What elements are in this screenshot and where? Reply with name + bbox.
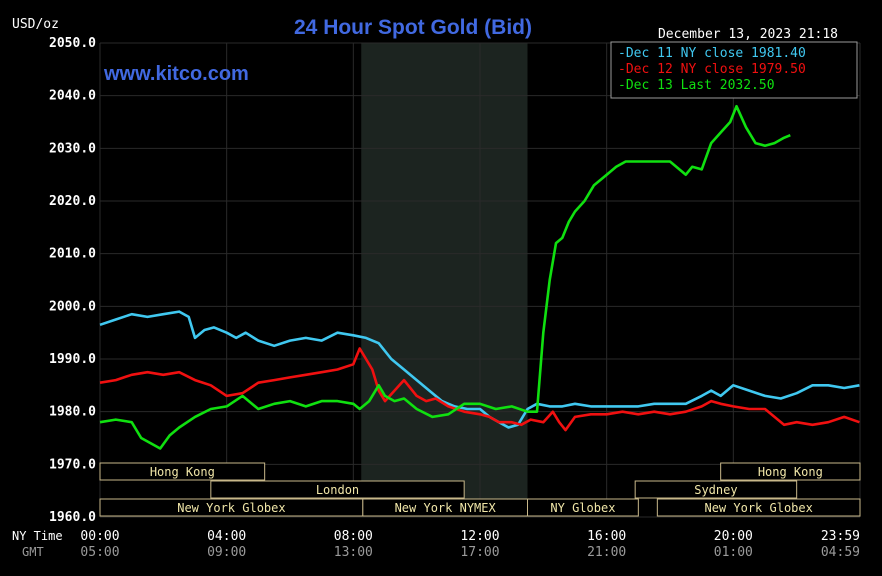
session-band-label: New York Globex bbox=[704, 501, 812, 515]
session-band: New York Globex bbox=[656, 498, 861, 517]
session-band: London bbox=[210, 480, 465, 499]
session-band-box bbox=[720, 462, 861, 481]
series-line-1 bbox=[99, 310, 860, 429]
y-tick-label: 1960.0 bbox=[49, 510, 96, 525]
x-tick-label-ny: 04:00 bbox=[207, 529, 246, 544]
x-tick-label-ny: 00:00 bbox=[80, 529, 119, 544]
y-tick-label: 2010.0 bbox=[49, 247, 96, 262]
legend: -Dec 11 NY close 1981.40-Dec 12 NY close… bbox=[618, 46, 806, 93]
session-band: New York NYMEX bbox=[362, 498, 529, 517]
session-band-box bbox=[527, 498, 639, 517]
x-tick-label-gmt: 01:00 bbox=[714, 545, 753, 560]
session-band-label: Sydney bbox=[694, 483, 737, 497]
y-tick-label: 1980.0 bbox=[49, 405, 96, 420]
session-band: Hong Kong bbox=[720, 462, 861, 481]
y-tick-label: 2020.0 bbox=[49, 194, 96, 209]
session-band-label: London bbox=[316, 483, 359, 497]
series-line-2 bbox=[99, 347, 860, 432]
shaded-region bbox=[361, 43, 528, 517]
y-tick-label: 2030.0 bbox=[49, 141, 96, 156]
x-tick-label-gmt: 17:00 bbox=[460, 545, 499, 560]
ny-time-axis-label: NY Time bbox=[12, 529, 63, 543]
session-band-label: NY Globex bbox=[550, 501, 615, 515]
gmt-axis-label: GMT bbox=[22, 545, 44, 559]
legend-entry-3: -Dec 13 Last 2032.50 bbox=[618, 78, 775, 93]
y-tick-label: 1990.0 bbox=[49, 352, 96, 367]
x-tick-label-ny: 08:00 bbox=[334, 529, 373, 544]
session-band: New York Globex bbox=[99, 498, 364, 517]
x-tick-label-gmt: 04:59 bbox=[821, 545, 860, 560]
nymex-shaded-region bbox=[361, 43, 528, 517]
x-tick-label-ny: 12:00 bbox=[460, 529, 499, 544]
legend-entry-1: -Dec 11 NY close 1981.40 bbox=[618, 46, 806, 61]
session-band-label: New York NYMEX bbox=[395, 501, 497, 515]
session-band: Hong Kong bbox=[99, 462, 266, 481]
x-tick-label-gmt: 09:00 bbox=[207, 545, 246, 560]
x-tick-label-gmt: 05:00 bbox=[80, 545, 119, 560]
series-line-3 bbox=[99, 104, 791, 450]
session-band-box bbox=[634, 480, 798, 499]
session-band-label: Hong Kong bbox=[150, 465, 215, 479]
legend-entry-2: -Dec 12 NY close 1979.50 bbox=[618, 62, 806, 77]
x-tick-label-ny: 23:59 bbox=[821, 529, 860, 544]
x-tick-label-ny: 20:00 bbox=[714, 529, 753, 544]
session-band-label: New York Globex bbox=[177, 501, 285, 515]
session-band-box bbox=[210, 480, 465, 499]
y-tick-label: 2000.0 bbox=[49, 299, 96, 314]
x-tick-label-ny: 16:00 bbox=[587, 529, 626, 544]
session-band-box bbox=[99, 462, 266, 481]
legend-box bbox=[610, 41, 858, 99]
y-tick-label: 2040.0 bbox=[49, 89, 96, 104]
chart-title: 24 Hour Spot Gold (Bid) bbox=[294, 16, 532, 39]
x-tick-label-gmt: 13:00 bbox=[334, 545, 373, 560]
y-tick-label: 2050.0 bbox=[49, 36, 96, 51]
price-series bbox=[99, 104, 860, 450]
timestamp: December 13, 2023 21:18 bbox=[658, 27, 838, 42]
session-bands: Hong Kong Hong Kong London Sydney New York G… bbox=[99, 462, 861, 517]
session-band: Sydney bbox=[634, 480, 798, 499]
kitco-watermark: www.kitco.com bbox=[103, 63, 249, 85]
session-band-label: Hong Kong bbox=[758, 465, 823, 479]
y-axis-unit-label: USD/oz bbox=[12, 17, 59, 32]
session-band-box bbox=[656, 498, 861, 517]
session-band: NY Globex bbox=[527, 498, 639, 517]
y-tick-label: 1970.0 bbox=[49, 457, 96, 472]
y-axis-ticks: 2050.0 2040.0 2030.0 2020.0 2010.0 2000.0 1990… bbox=[49, 36, 96, 525]
x-tick-label-gmt: 21:00 bbox=[587, 545, 626, 560]
